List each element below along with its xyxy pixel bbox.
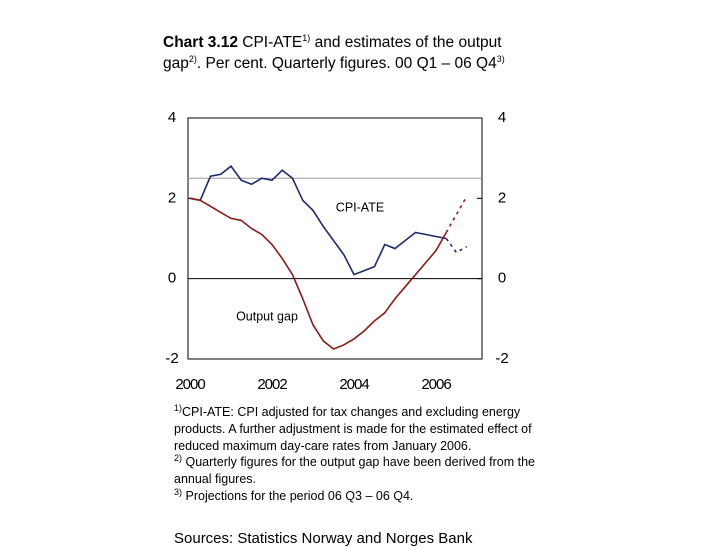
footnote-marker: 3) bbox=[174, 486, 183, 497]
footnote-text: Projections for the period 06 Q3 – 06 Q4… bbox=[182, 488, 414, 503]
title-footnote-ref: 3) bbox=[496, 53, 505, 64]
footnote-marker: 1) bbox=[174, 402, 183, 413]
y2-tick-label: 2 bbox=[498, 189, 506, 206]
y-tick-label: 0 bbox=[168, 270, 176, 287]
title-text: and estimates of the output gap bbox=[163, 34, 502, 72]
title-text: CPI-ATE bbox=[237, 34, 303, 51]
footnote-text: Quarterly figures for the output gap hav… bbox=[174, 455, 536, 487]
projection-line bbox=[445, 195, 468, 233]
x-tick-label: 2004 bbox=[339, 376, 369, 393]
chart: -2 0 2 4 -2 0 2 4 2000 2002 2004 2006 CPI-ATE Output … bbox=[165, 109, 508, 393]
footnotes: 1)CPI-ATE: CPI adjusted for tax changes … bbox=[174, 402, 544, 505]
chart-title: Chart 3.12 CPI-ATE1) and estimates of th… bbox=[163, 32, 523, 74]
y2-tick-label: 0 bbox=[498, 270, 506, 287]
series-label: CPI-ATE bbox=[336, 200, 384, 214]
title-text: Chart 3.12 bbox=[163, 34, 238, 51]
footnote-marker: 2) bbox=[174, 453, 183, 464]
x-tick-label: 2002 bbox=[257, 376, 287, 393]
y-tick-label: -2 bbox=[165, 350, 178, 367]
x-tick-label: 2000 bbox=[175, 376, 205, 393]
plot-frame bbox=[187, 117, 483, 360]
source: Sources: Statistics Norway and Norges Ba… bbox=[174, 530, 473, 547]
y-tick-label: 2 bbox=[168, 189, 176, 206]
y2-tick-label: -2 bbox=[495, 350, 508, 367]
title-footnote-ref: 1) bbox=[302, 32, 311, 43]
footnote-text: CPI-ATE: CPI adjusted for tax changes an… bbox=[174, 405, 532, 453]
y2-tick-label: 4 bbox=[498, 109, 506, 126]
series-line bbox=[189, 197, 447, 350]
title-footnote-ref: 2) bbox=[188, 53, 197, 64]
projection-line bbox=[445, 238, 468, 254]
series-line bbox=[189, 165, 447, 276]
series-label: Output gap bbox=[236, 309, 298, 323]
y-tick-label: 4 bbox=[168, 109, 176, 126]
x-tick-label: 2006 bbox=[421, 376, 451, 393]
title-text: . Per cent. Quarterly figures. 00 Q1 – 0… bbox=[196, 55, 497, 72]
